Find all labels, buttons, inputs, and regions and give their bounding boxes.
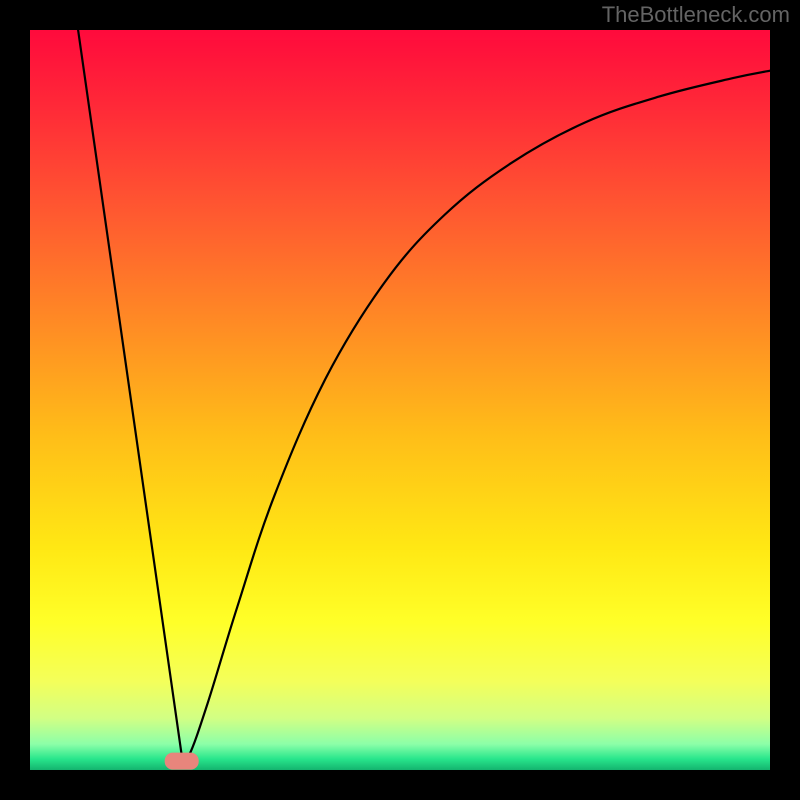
chart-svg bbox=[0, 0, 800, 800]
watermark-text: TheBottleneck.com bbox=[602, 2, 790, 28]
vertex-marker bbox=[165, 753, 199, 770]
bottleneck-chart: TheBottleneck.com bbox=[0, 0, 800, 800]
